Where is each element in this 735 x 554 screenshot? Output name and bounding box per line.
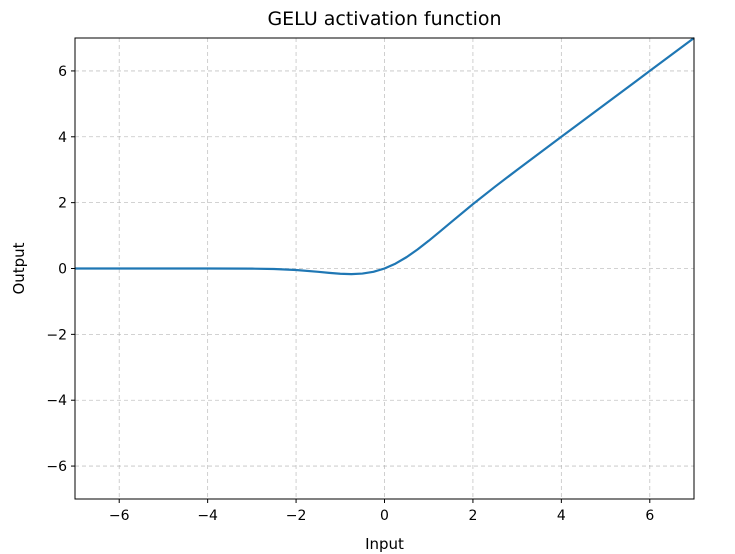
x-tick-label: 4 xyxy=(557,508,566,524)
y-tick-label: 6 xyxy=(58,64,67,80)
x-tick-label: 6 xyxy=(645,508,654,524)
axis-ticks: −6 −4 −2 0 2 4 6 −6 −4 −2 0 2 4 6 xyxy=(46,64,654,524)
series-line xyxy=(75,37,695,276)
x-tick-label: 2 xyxy=(468,508,477,524)
y-tick-label: −2 xyxy=(46,327,67,343)
x-axis-label: Input xyxy=(365,535,404,553)
y-tick-label: −6 xyxy=(46,459,67,475)
chart-title: GELU activation function xyxy=(267,8,501,30)
y-tick-label: 4 xyxy=(58,130,67,146)
y-tick-label: 2 xyxy=(58,196,67,212)
x-tick-label: −4 xyxy=(197,508,218,524)
y-tick-label: 0 xyxy=(58,262,67,278)
y-axis-label: Output xyxy=(10,242,28,294)
plot-area xyxy=(75,37,695,276)
x-tick-label: −2 xyxy=(286,508,307,524)
y-tick-label: −4 xyxy=(46,393,67,409)
x-tick-label: −6 xyxy=(109,508,130,524)
x-tick-label: 0 xyxy=(380,508,389,524)
